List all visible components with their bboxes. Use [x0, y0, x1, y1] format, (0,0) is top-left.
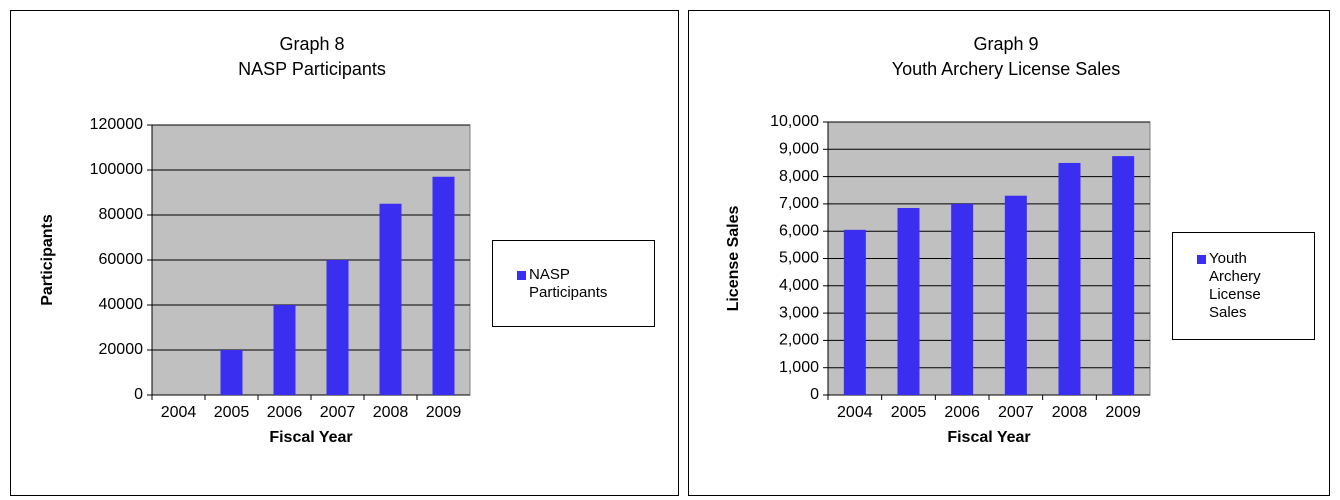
y-tick-label: 120000	[90, 116, 143, 133]
y-tick-label: 7,000	[779, 195, 819, 212]
x-tick-label: 2005	[891, 404, 927, 421]
bar	[326, 260, 349, 395]
y-tick-label: 4,000	[779, 277, 819, 294]
y-tick-label: 1,000	[779, 359, 819, 376]
bar	[432, 176, 455, 395]
y-tick-label: 0	[810, 386, 819, 403]
x-tick-label: 2009	[426, 404, 462, 421]
y-tick-label: 60000	[99, 251, 144, 268]
chart-subtitle: Youth Archery License Sales	[892, 59, 1120, 79]
bar	[1058, 162, 1081, 395]
chart-title: Graph 8	[279, 34, 344, 54]
bar	[273, 305, 296, 395]
bar	[220, 350, 243, 395]
y-tick-label: 0	[134, 386, 143, 403]
y-axis-title: Participants	[39, 214, 56, 306]
x-tick-label: 2009	[1105, 404, 1141, 421]
chart-title: Graph 9	[973, 34, 1038, 54]
x-tick-label: 2004	[837, 404, 873, 421]
bar	[951, 203, 974, 395]
legend-entry: NASP Participants	[517, 266, 632, 302]
legend: NASP Participants	[492, 240, 655, 327]
panel-border	[10, 10, 679, 496]
legend-label: NASP Participants	[529, 265, 608, 301]
x-tick-label: 2005	[214, 404, 250, 421]
bar	[843, 229, 866, 395]
legend-swatch	[517, 270, 526, 280]
legend: Youth Archery License Sales	[1172, 232, 1315, 340]
x-tick-label: 2008	[1052, 404, 1088, 421]
legend-label: Youth Archery License Sales	[1209, 250, 1261, 321]
x-tick-label: 2004	[161, 404, 197, 421]
y-tick-label: 100000	[90, 161, 143, 178]
y-tick-label: 3,000	[779, 304, 819, 321]
y-axis-title: License Sales	[725, 205, 742, 311]
y-tick-label: 10,000	[770, 113, 819, 130]
legend-swatch	[1197, 255, 1206, 264]
y-tick-label: 9,000	[779, 141, 819, 158]
y-tick-label: 20000	[99, 341, 144, 358]
x-tick-label: 2007	[320, 404, 356, 421]
chart-subtitle: NASP Participants	[238, 59, 386, 79]
x-tick-label: 2007	[998, 404, 1034, 421]
bar	[1112, 156, 1135, 395]
x-axis-title: Fiscal Year	[269, 429, 352, 446]
x-axis-title: Fiscal Year	[947, 429, 1030, 446]
y-tick-label: 6,000	[779, 222, 819, 239]
x-tick-label: 2006	[267, 404, 303, 421]
bar	[1004, 195, 1027, 395]
y-tick-label: 80000	[99, 206, 144, 223]
bar	[379, 203, 402, 395]
y-tick-label: 40000	[99, 296, 144, 313]
legend-entry: Youth Archery License Sales	[1197, 250, 1292, 322]
x-tick-label: 2006	[944, 404, 980, 421]
x-tick-label: 2008	[373, 404, 409, 421]
y-tick-label: 2,000	[779, 332, 819, 349]
y-tick-label: 5,000	[779, 250, 819, 267]
panel-border	[688, 10, 1330, 496]
y-tick-label: 8,000	[779, 168, 819, 185]
bar	[897, 207, 920, 395]
